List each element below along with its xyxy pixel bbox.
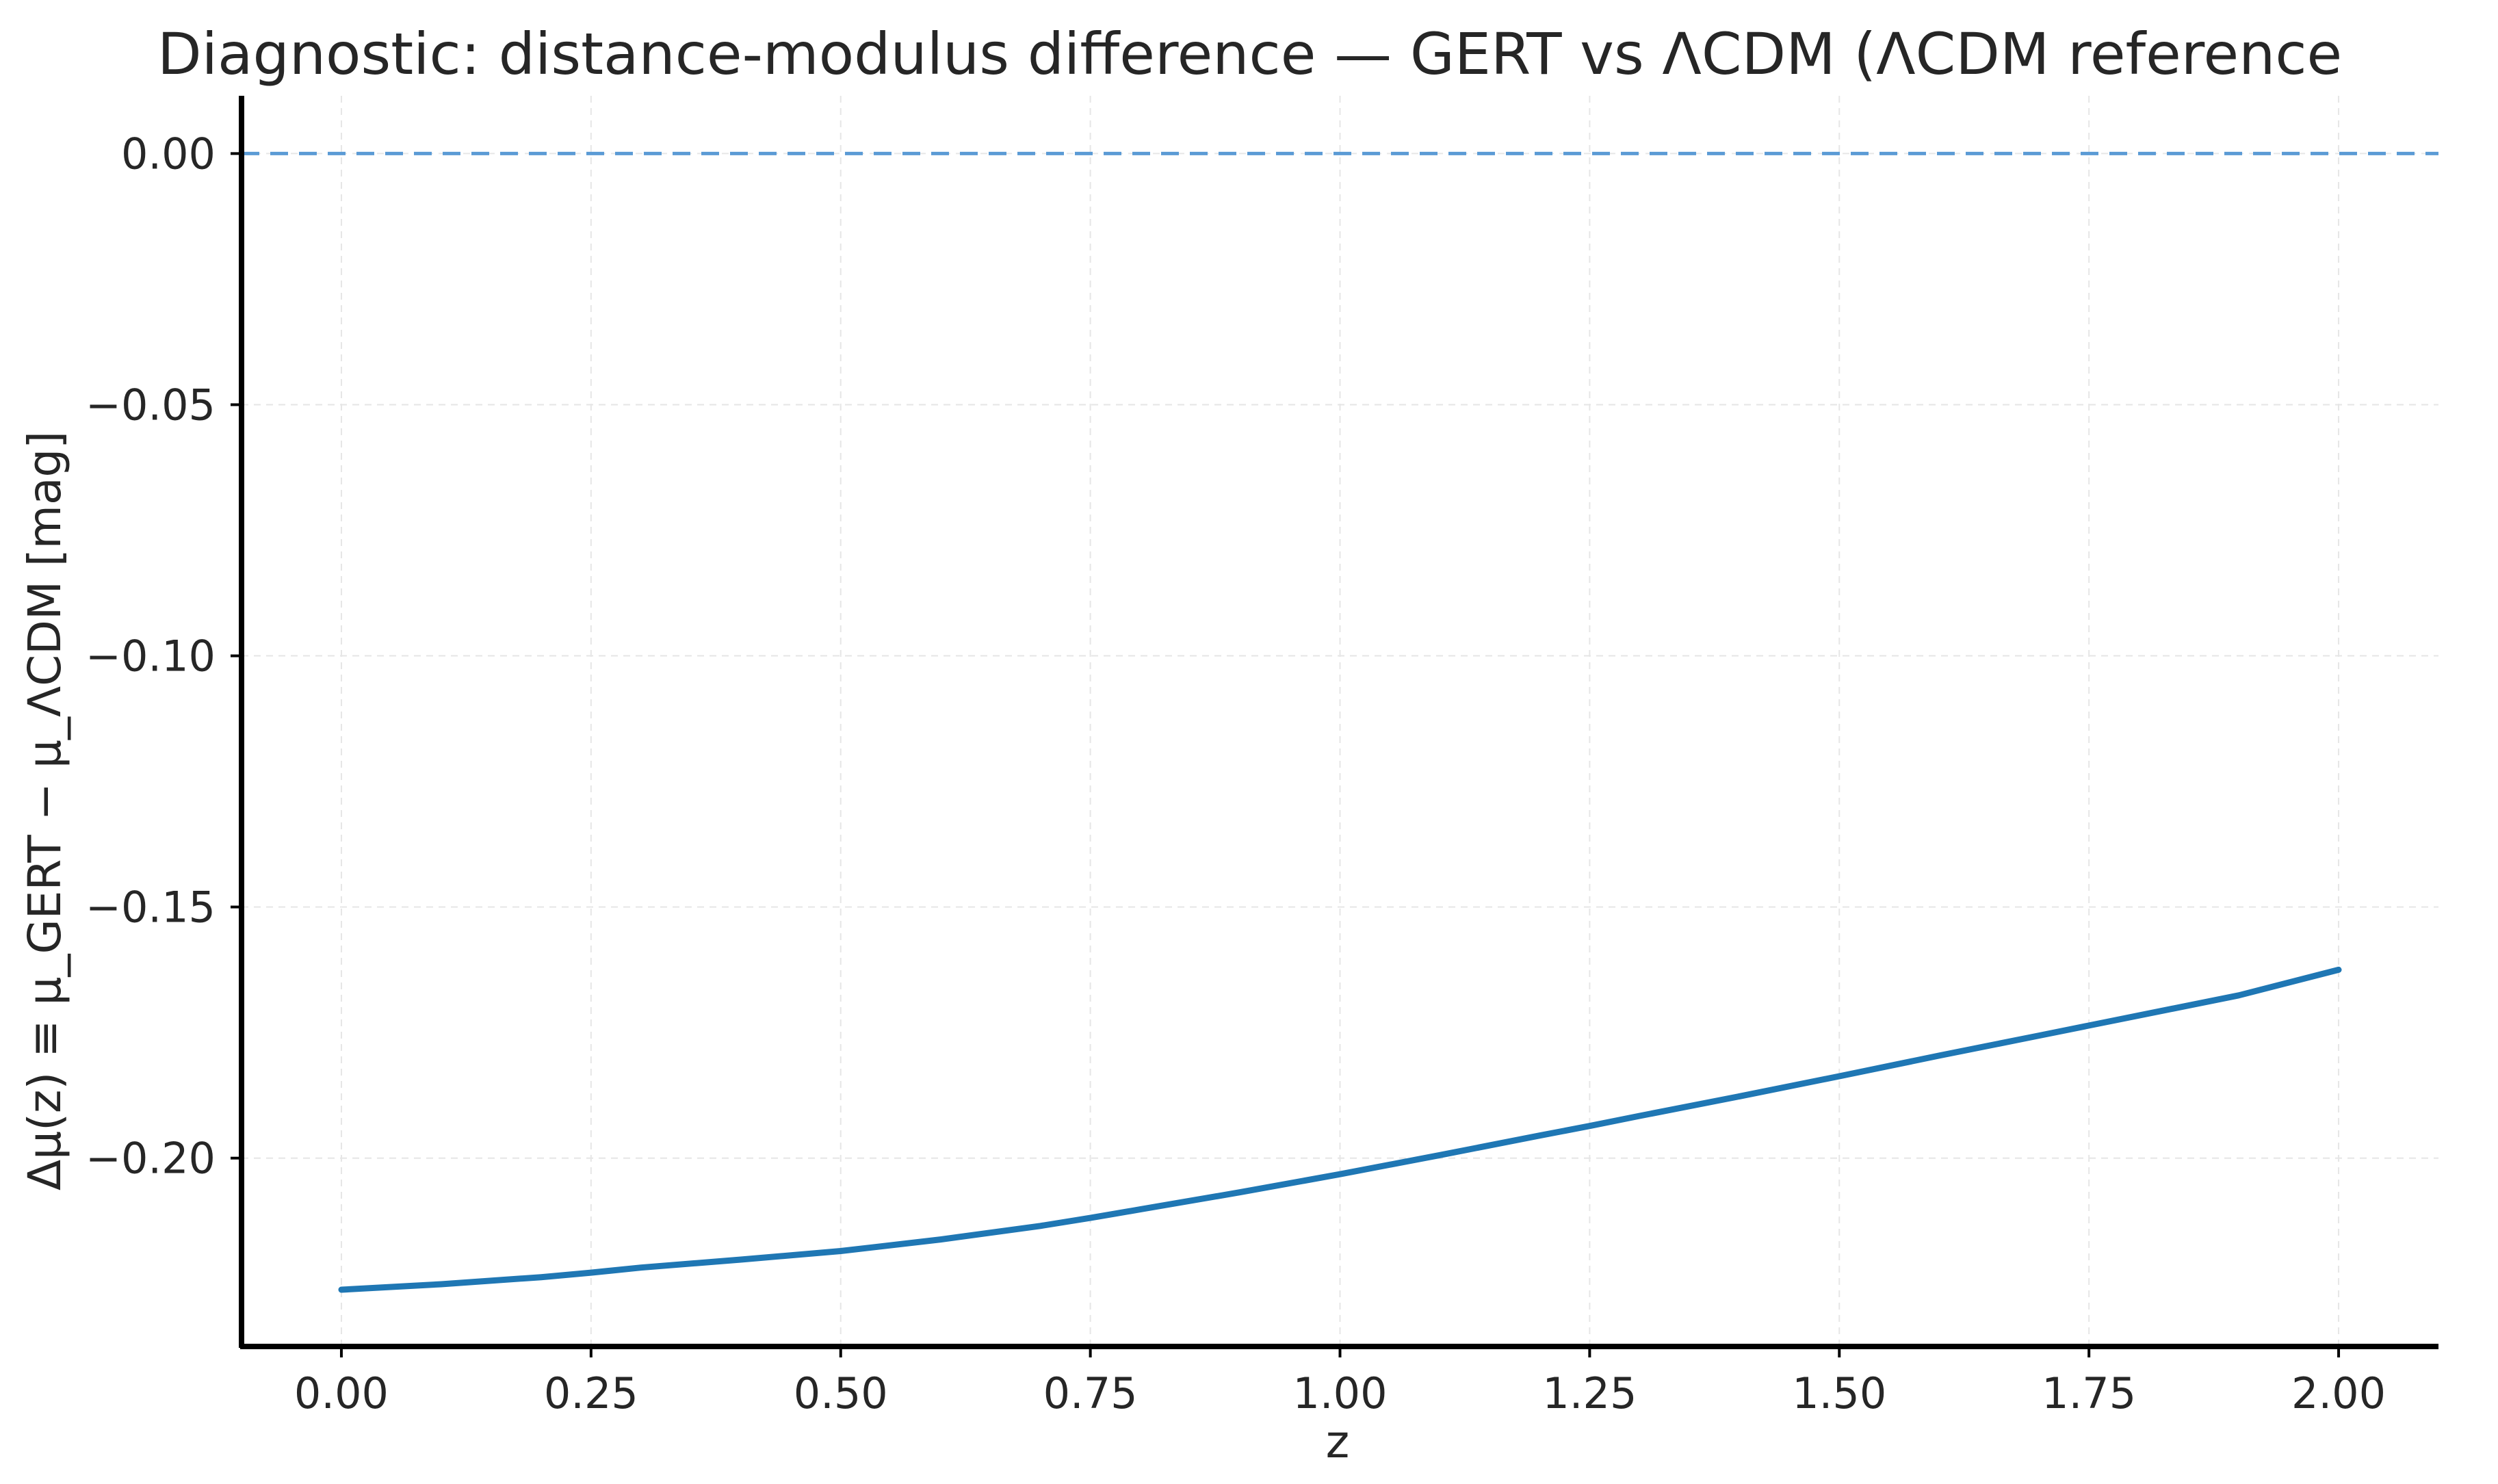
x-axis-label: z bbox=[1326, 1416, 1350, 1468]
x-tick-label: 1.25 bbox=[1542, 1368, 1637, 1418]
series-group bbox=[338, 966, 2342, 1293]
x-tick-label: 1.75 bbox=[2042, 1368, 2136, 1418]
y-tick-label: 0.00 bbox=[121, 129, 216, 179]
chart-title: Diagnostic: distance-modulus difference … bbox=[157, 21, 2342, 88]
x-tick-label: 0.75 bbox=[1043, 1368, 1138, 1418]
y-axis-label: Δμ(z) ≡ μ_GERT − μ_ΛCDM [mag] bbox=[18, 431, 71, 1190]
series-line bbox=[338, 966, 2342, 1293]
x-tick-label: 1.00 bbox=[1292, 1368, 1387, 1418]
ticks: 0.00 0.25 0.50 0.75 1.00 1.25 1.50 1.75 2.00 0.00… bbox=[86, 129, 2386, 1418]
y-tick-label: −0.15 bbox=[86, 883, 216, 933]
x-tick-label: 0.50 bbox=[794, 1368, 888, 1418]
x-tick-label: 0.00 bbox=[294, 1368, 389, 1418]
x-tick-label: 2.00 bbox=[2291, 1368, 2386, 1418]
y-tick-label: −0.20 bbox=[86, 1134, 216, 1184]
x-tick-label: 1.50 bbox=[1792, 1368, 1886, 1418]
y-tick-label: −0.10 bbox=[86, 632, 216, 681]
x-tick-label: 0.25 bbox=[544, 1368, 638, 1418]
y-tick-label: −0.05 bbox=[86, 380, 216, 430]
grid bbox=[242, 96, 2438, 1346]
